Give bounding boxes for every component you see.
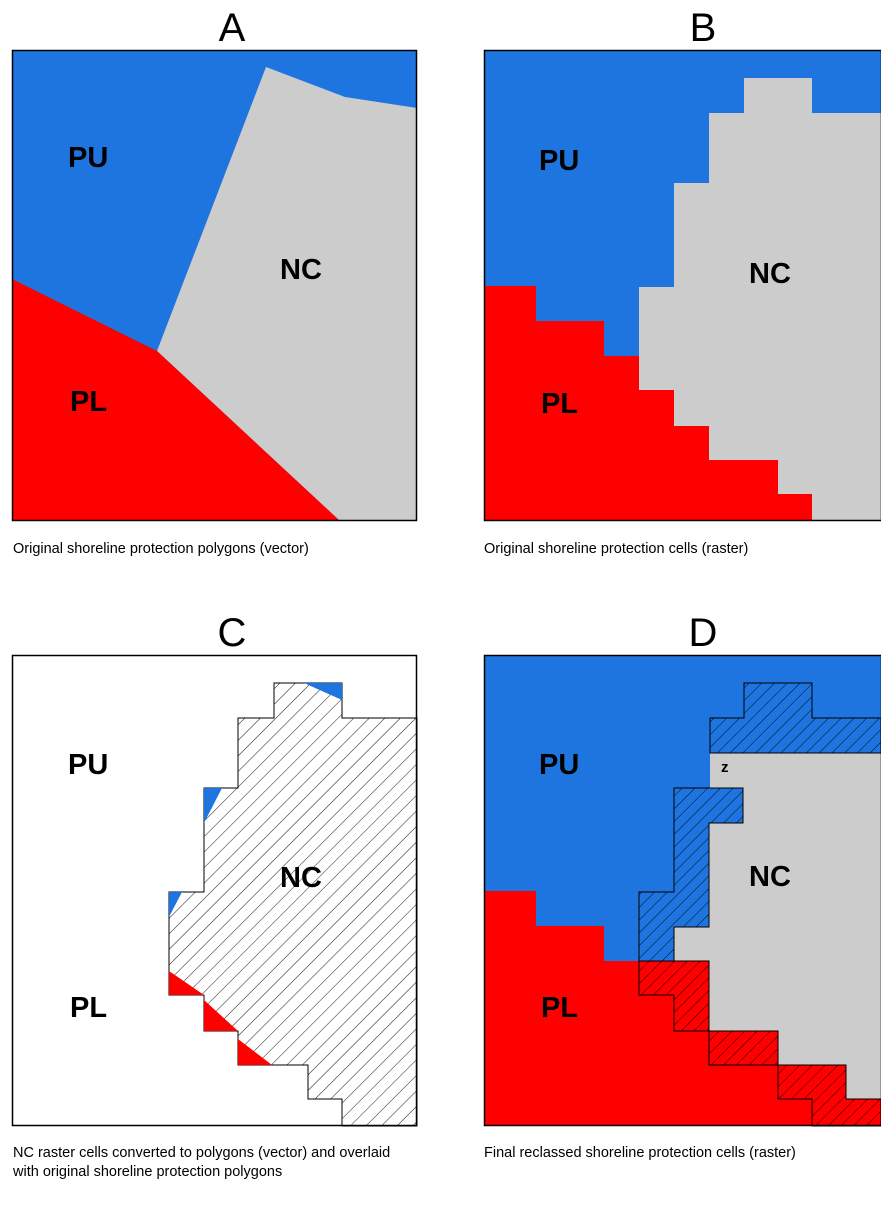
panel-c-label-nc: NC [280,862,322,894]
panel-a-label-pu: PU [68,142,108,174]
panel-c-pl-sliver-2 [204,1000,238,1031]
panel-a-border [11,49,418,522]
panel-c-overlay-map: PU NC PL [11,654,418,1127]
panel-d-label-pu: PU [539,749,579,781]
panel-d-label-nc: NC [749,861,791,893]
panel-a-label-pl: PL [70,386,107,418]
panel-b-caption: Original shoreline protection cells (ras… [484,541,749,557]
panel-b-label-pu: PU [539,145,579,177]
panel-d-caption: Final reclassed shoreline protection cel… [484,1145,796,1161]
panel-d-letter: D [688,611,718,655]
panel-b-letter: B [689,6,717,50]
panel-b-label-pl: PL [541,388,578,420]
panel-a-letter: A [218,6,246,50]
panel-d-border [483,654,881,1127]
panel-d-label-pl: PL [541,992,578,1024]
panel-c-pu-sliver-low [169,892,182,917]
panel-d-reclassed-pu-side [638,787,744,962]
panel-c-pl-sliver-3 [238,1039,272,1065]
panel-d-reclassed-pu-top [709,682,881,754]
panel-a-pl-polygon [12,279,340,521]
panel-c-label-pu: PU [68,749,108,781]
panel-d-nc-cells [674,753,881,1126]
panel-b-pl-cells [484,286,812,521]
panel-d-reclassed-map: PU NC PL z [483,654,881,1127]
panel-c-border [11,654,418,1127]
panel-b-label-nc: NC [749,258,791,290]
panel-a-label-nc: NC [280,254,322,286]
panel-a-nc-polygon [157,67,417,521]
panel-b-raster-map: PU NC PL [483,49,881,522]
panel-c-pu-sliver-mid [204,788,222,823]
panel-b-nc-cells [639,78,881,521]
panel-c-label-pl: PL [70,992,107,1024]
panel-c-caption: NC raster cells converted to polygons (v… [13,1145,391,1180]
panel-c-letter: C [217,611,247,655]
panel-c-pl-sliver-1 [169,971,204,995]
panel-d-label-z: z [721,759,729,776]
panel-b-border [483,49,881,522]
panel-c-overlap-slivers [169,683,342,1065]
panel-a-caption: Original shoreline protection polygons (… [13,541,309,557]
panel-c-pu-sliver-top [304,683,342,700]
panel-a-vector-map: PU NC PL [11,49,418,522]
